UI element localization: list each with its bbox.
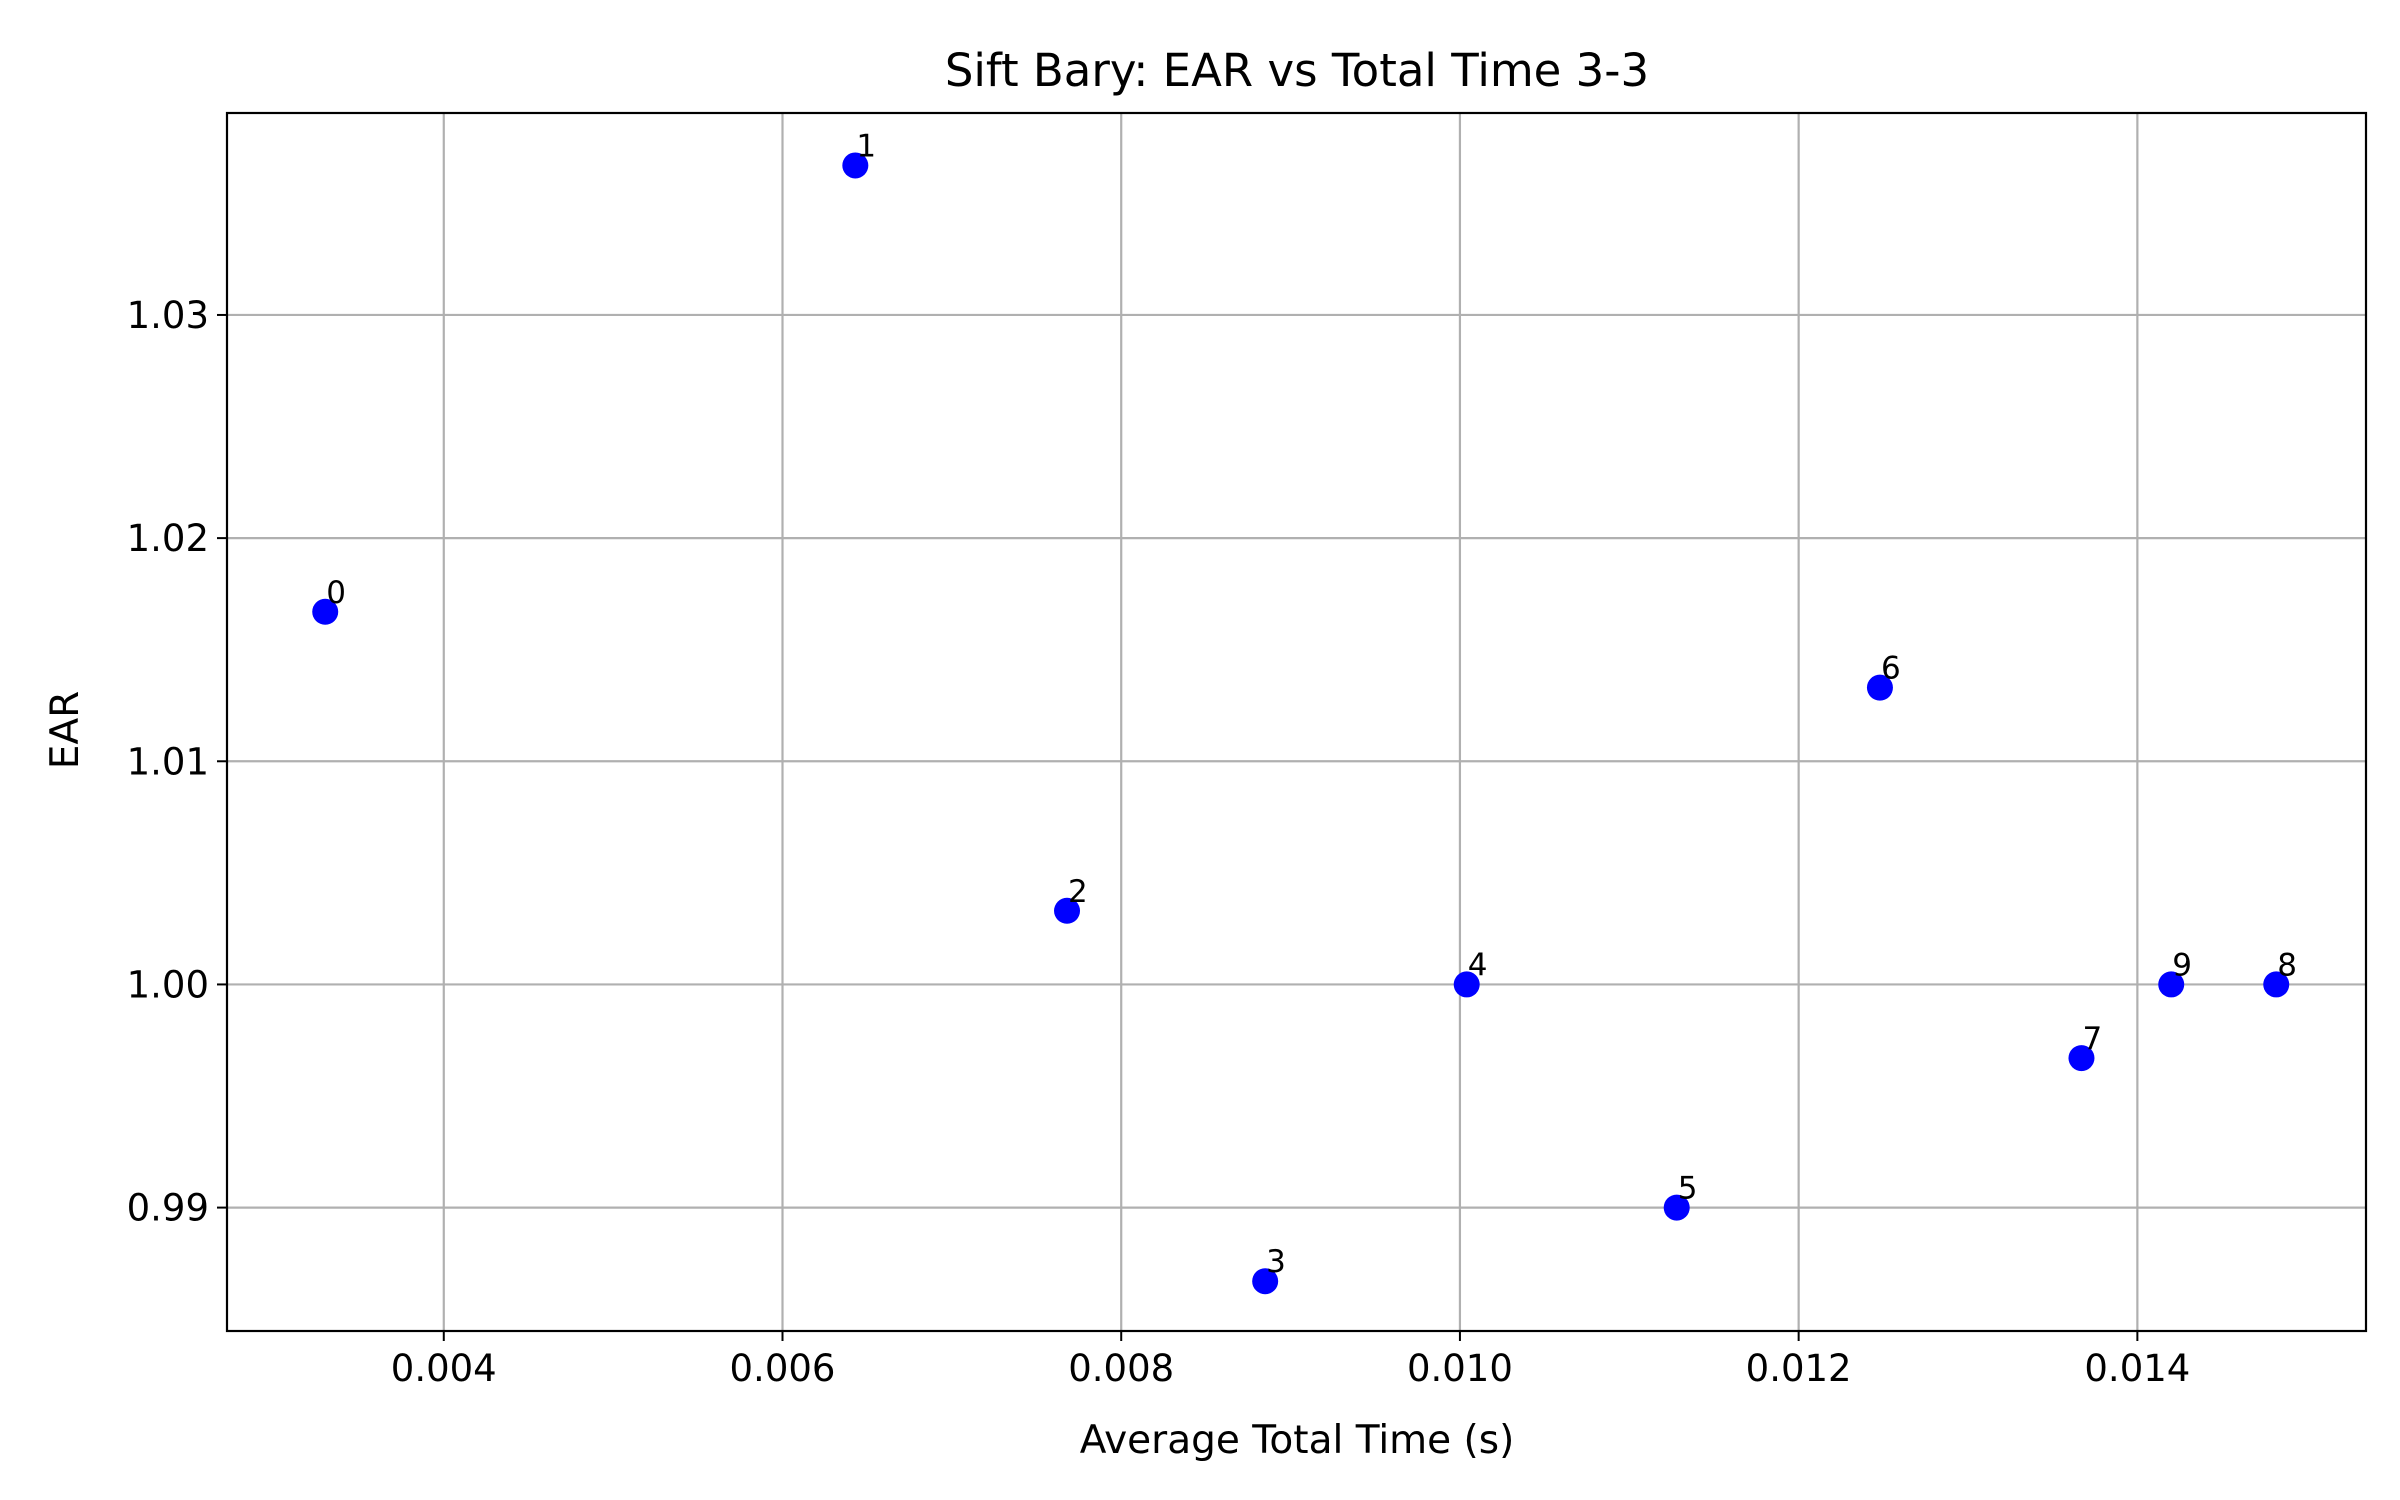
plot-frame <box>225 111 2368 1333</box>
x-axis-label: Average Total Time (s) <box>1080 1418 1515 1463</box>
grid <box>227 113 2366 1331</box>
data-point <box>1252 1268 1279 1295</box>
y-axis-label: EAR <box>43 691 88 769</box>
data-point-label: 2 <box>1068 874 1088 910</box>
data-point <box>1866 674 1893 701</box>
data-point <box>312 598 339 625</box>
chart-title: Sift Bary: EAR vs Total Time 3-3 <box>945 44 1649 97</box>
data-point <box>1054 897 1081 924</box>
data-point-label: 8 <box>2277 947 2297 983</box>
y-tick-label: 1.00 <box>127 963 209 1006</box>
data-point <box>2068 1045 2095 1072</box>
data-point <box>1453 971 1480 998</box>
data-point-label: 9 <box>2172 947 2192 983</box>
data-point <box>1663 1194 1690 1221</box>
y-tick-label: 1.02 <box>127 517 209 560</box>
data-point-label: 4 <box>1468 947 1488 983</box>
data-point-label: 0 <box>326 575 346 611</box>
data-point-label: 5 <box>1678 1171 1698 1207</box>
x-tick-label: 0.004 <box>391 1347 497 1390</box>
data-point-label: 3 <box>1266 1244 1286 1280</box>
y-tick-label: 0.99 <box>127 1187 209 1230</box>
data-point-label: 7 <box>2082 1021 2102 1057</box>
data-point <box>2263 971 2290 998</box>
y-tick-label: 1.01 <box>127 740 209 783</box>
x-tick-label: 0.014 <box>2084 1347 2190 1390</box>
x-tick-label: 0.006 <box>730 1347 836 1390</box>
x-tick-label: 0.008 <box>1068 1347 1174 1390</box>
data-point <box>2158 971 2185 998</box>
ticks: 0.004 0.006 0.008 0.010 0.012 0.014 0.99 1.00 1.… <box>127 294 2191 1390</box>
y-tick-label: 1.03 <box>127 294 209 337</box>
data-points: 0 1 2 3 4 5 6 7 8 9 <box>312 128 2297 1295</box>
x-tick-label: 0.010 <box>1407 1347 1513 1390</box>
data-point-label: 1 <box>856 128 876 164</box>
x-tick-label: 0.012 <box>1746 1347 1852 1390</box>
data-point <box>842 152 869 179</box>
data-point-label: 6 <box>1881 651 1901 687</box>
